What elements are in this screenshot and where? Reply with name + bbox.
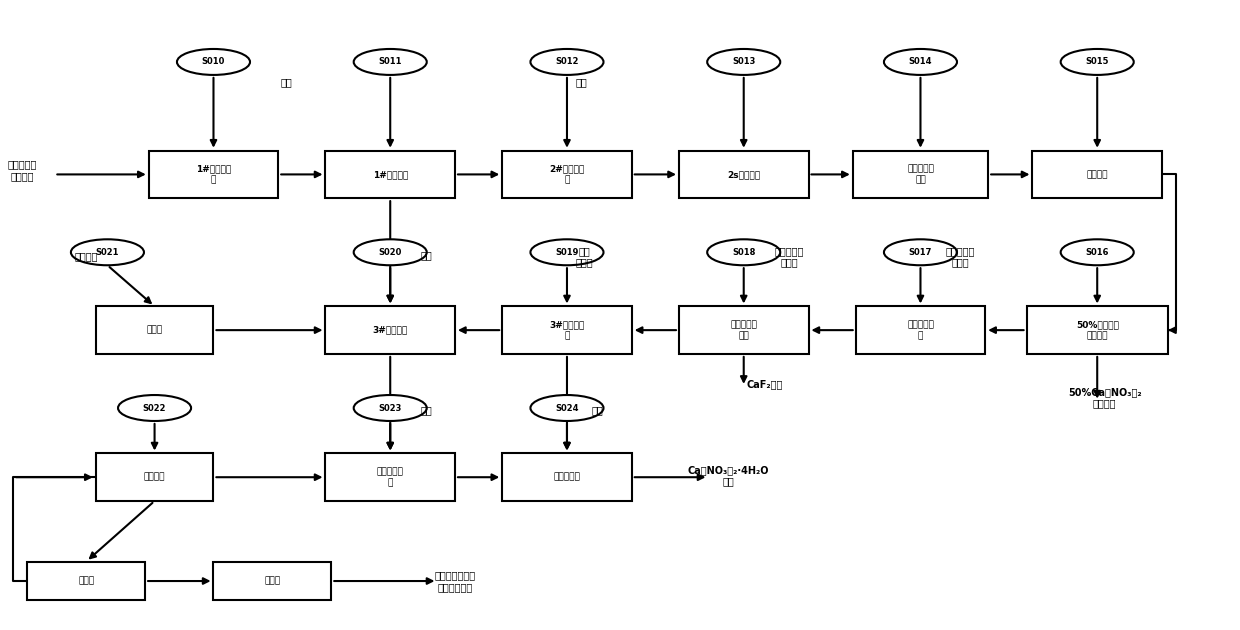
Text: Ca（NO₃）₂·4H₂O
产品: Ca（NO₃）₂·4H₂O 产品 — [687, 465, 769, 486]
Ellipse shape — [531, 49, 604, 75]
Text: S012: S012 — [556, 57, 579, 66]
FancyBboxPatch shape — [325, 306, 455, 354]
Text: 光伏行业含
氟混酸: 光伏行业含 氟混酸 — [945, 246, 975, 267]
FancyBboxPatch shape — [856, 306, 986, 354]
Text: 工业硝酸: 工业硝酸 — [74, 251, 98, 261]
Text: 3#板框压滤: 3#板框压滤 — [372, 326, 408, 335]
Text: 50%硝酸钙液
液收集槽: 50%硝酸钙液 液收集槽 — [1076, 321, 1118, 340]
Ellipse shape — [118, 395, 191, 421]
Text: 调酸槽: 调酸槽 — [146, 326, 162, 335]
Text: S021: S021 — [95, 248, 119, 257]
Text: 氟化钙板框
压滤: 氟化钙板框 压滤 — [730, 321, 758, 340]
FancyBboxPatch shape — [95, 454, 213, 501]
FancyBboxPatch shape — [853, 151, 988, 198]
Text: S013: S013 — [732, 57, 755, 66]
Text: S014: S014 — [909, 57, 932, 66]
FancyBboxPatch shape — [502, 306, 632, 354]
Text: 铁泥: 铁泥 — [420, 250, 433, 260]
Text: 1#中和沉淀
槽: 1#中和沉淀 槽 — [196, 164, 231, 184]
Text: 冷凝水: 冷凝水 — [78, 576, 94, 585]
FancyBboxPatch shape — [27, 561, 145, 600]
Text: 硝酸钙结晶
槽: 硝酸钙结晶 槽 — [377, 467, 404, 487]
Text: 氟化钙沉定
槽: 氟化钙沉定 槽 — [906, 321, 934, 340]
Text: 石灰: 石灰 — [575, 77, 587, 87]
FancyBboxPatch shape — [95, 306, 213, 354]
Text: 石灰: 石灰 — [280, 77, 293, 87]
Text: S010: S010 — [202, 57, 226, 66]
Ellipse shape — [71, 239, 144, 265]
Text: 3#中和沉淀
槽: 3#中和沉淀 槽 — [549, 321, 584, 340]
Ellipse shape — [531, 395, 604, 421]
Text: S023: S023 — [378, 403, 402, 413]
Text: 蒸发平台: 蒸发平台 — [1086, 170, 1109, 179]
Ellipse shape — [707, 49, 780, 75]
Ellipse shape — [353, 239, 427, 265]
Text: S011: S011 — [378, 57, 402, 66]
FancyBboxPatch shape — [502, 151, 632, 198]
FancyBboxPatch shape — [680, 151, 808, 198]
Text: CaF₂产品: CaF₂产品 — [746, 379, 782, 389]
Ellipse shape — [177, 49, 250, 75]
FancyBboxPatch shape — [680, 306, 808, 354]
Text: 铬镍锌等重
金属泥: 铬镍锌等重 金属泥 — [774, 246, 804, 267]
Text: 稀硝酸回收
集槽: 稀硝酸回收 集槽 — [906, 164, 934, 184]
Text: S015: S015 — [1085, 57, 1109, 66]
Ellipse shape — [884, 239, 957, 265]
Text: S018: S018 — [732, 248, 755, 257]
Ellipse shape — [707, 239, 780, 265]
Ellipse shape — [1060, 239, 1133, 265]
Ellipse shape — [531, 239, 604, 265]
Ellipse shape — [353, 49, 427, 75]
Text: 微生物碳源营养
液（待调研）: 微生物碳源营养 液（待调研） — [435, 570, 476, 592]
Text: S019: S019 — [556, 248, 579, 257]
Text: S020: S020 — [378, 248, 402, 257]
Text: 2#中和沉淀
槽: 2#中和沉淀 槽 — [549, 164, 584, 184]
FancyBboxPatch shape — [1033, 151, 1162, 198]
Text: 2s板框压滤: 2s板框压滤 — [727, 170, 760, 179]
Text: 不锈钢行业
含氟混酸: 不锈钢行业 含氟混酸 — [7, 159, 37, 181]
Ellipse shape — [884, 49, 957, 75]
Text: S022: S022 — [143, 403, 166, 413]
Text: 滤泥: 滤泥 — [420, 404, 433, 415]
FancyBboxPatch shape — [213, 561, 331, 600]
Text: 蒸发平台: 蒸发平台 — [144, 472, 165, 482]
FancyBboxPatch shape — [325, 454, 455, 501]
FancyBboxPatch shape — [502, 454, 632, 501]
FancyBboxPatch shape — [1027, 306, 1168, 354]
Text: S016: S016 — [1085, 248, 1109, 257]
Text: S017: S017 — [909, 248, 932, 257]
Text: 母液: 母液 — [591, 404, 604, 415]
Ellipse shape — [1060, 49, 1133, 75]
FancyBboxPatch shape — [325, 151, 455, 198]
Text: 离心分离器: 离心分离器 — [553, 472, 580, 482]
Text: 1#板框压滤: 1#板框压滤 — [372, 170, 408, 179]
Text: 50%Ca（NO₃）₂
液体产品: 50%Ca（NO₃）₂ 液体产品 — [1068, 387, 1141, 408]
FancyBboxPatch shape — [149, 151, 278, 198]
Ellipse shape — [353, 395, 427, 421]
Text: 石灰
碳酸钙: 石灰 碳酸钙 — [575, 246, 593, 267]
Text: 水处理: 水处理 — [264, 576, 280, 585]
Text: S024: S024 — [556, 403, 579, 413]
